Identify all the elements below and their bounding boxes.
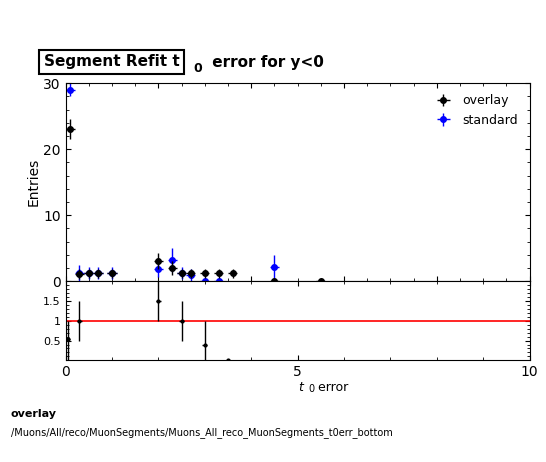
Text: error: error (314, 381, 348, 394)
Y-axis label: Entries: Entries (26, 158, 40, 207)
Text: 0: 0 (194, 62, 203, 75)
Text: overlay: overlay (11, 409, 57, 419)
Text: /Muons/All/reco/MuonSegments/Muons_All_reco_MuonSegments_t0err_bottom: /Muons/All/reco/MuonSegments/Muons_All_r… (11, 427, 393, 438)
Text: Segment Refit t: Segment Refit t (44, 55, 180, 69)
Legend: overlay, standard: overlay, standard (429, 90, 524, 132)
Text: error for y<0: error for y<0 (207, 55, 324, 70)
Text: t: t (298, 381, 302, 394)
Text: 0: 0 (308, 384, 314, 395)
